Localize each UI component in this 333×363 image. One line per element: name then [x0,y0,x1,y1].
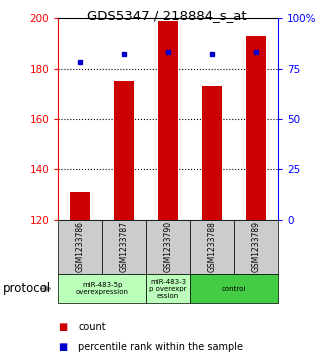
Bar [234,220,278,274]
Bar [158,21,178,220]
Text: GDS5347 / 218884_s_at: GDS5347 / 218884_s_at [87,9,246,22]
Bar [114,81,134,220]
Bar [190,274,278,303]
Bar [102,220,146,274]
Bar [58,220,102,274]
Text: GSM1233790: GSM1233790 [164,221,173,272]
Text: miR-483-3
p overexpr
ession: miR-483-3 p overexpr ession [150,278,187,299]
Bar [58,274,146,303]
Bar [146,220,190,274]
Text: GSM1233788: GSM1233788 [207,221,217,272]
Text: percentile rank within the sample: percentile rank within the sample [78,342,243,352]
Bar [246,36,266,220]
Text: control: control [222,286,246,291]
Text: ■: ■ [58,322,68,332]
Text: ■: ■ [58,342,68,352]
Text: GSM1233786: GSM1233786 [76,221,85,272]
Bar [202,86,222,220]
Bar [190,220,234,274]
Text: protocol: protocol [3,282,52,295]
Text: count: count [78,322,106,332]
Bar [70,192,90,220]
Text: GSM1233787: GSM1233787 [120,221,129,272]
Text: miR-483-5p
overexpression: miR-483-5p overexpression [76,282,129,295]
Bar [146,274,190,303]
Text: GSM1233789: GSM1233789 [251,221,261,272]
